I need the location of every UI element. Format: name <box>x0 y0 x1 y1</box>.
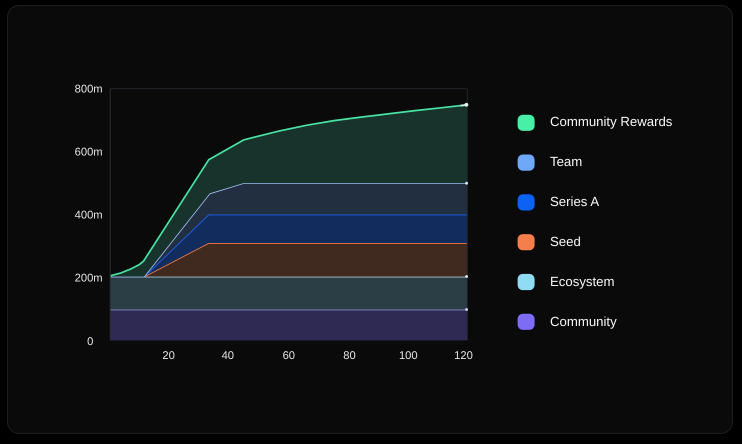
svg-text:Community Rewards: Community Rewards <box>550 114 673 129</box>
svg-text:20: 20 <box>162 350 174 362</box>
svg-text:m: m <box>93 273 102 285</box>
svg-text:800: 800 <box>75 84 94 96</box>
svg-text:100: 100 <box>399 350 418 362</box>
svg-text:m: m <box>93 210 102 222</box>
svg-text:60: 60 <box>283 350 295 362</box>
svg-text:200: 200 <box>75 273 94 285</box>
svg-text:40: 40 <box>222 350 234 362</box>
svg-text:400: 400 <box>75 210 94 222</box>
svg-text:Ecosystem: Ecosystem <box>550 274 615 289</box>
svg-text:0: 0 <box>87 336 93 348</box>
svg-text:m: m <box>93 147 102 159</box>
svg-text:Community: Community <box>550 314 617 329</box>
svg-text:80: 80 <box>343 350 355 362</box>
svg-text:m: m <box>93 84 102 96</box>
svg-text:120: 120 <box>454 350 473 362</box>
svg-text:Team: Team <box>550 154 582 169</box>
svg-text:Seed: Seed <box>550 234 581 249</box>
svg-text:600: 600 <box>75 147 94 159</box>
svg-text:Series A: Series A <box>550 194 599 209</box>
